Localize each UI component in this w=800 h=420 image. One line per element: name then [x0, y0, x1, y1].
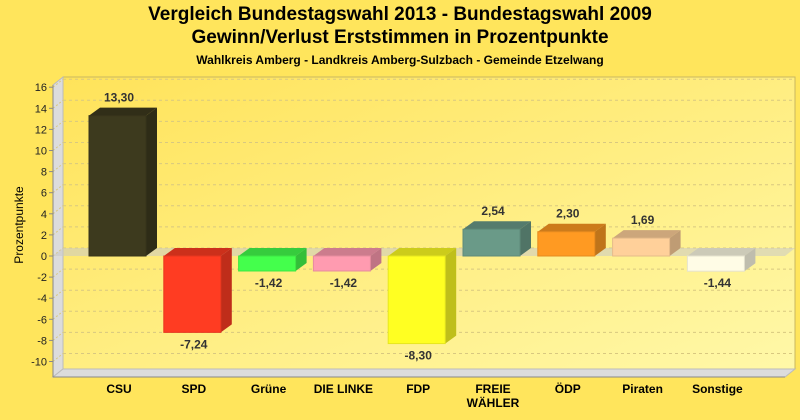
- bar-front: [238, 255, 297, 272]
- bar-side: [445, 248, 457, 344]
- bar-front: [537, 231, 596, 257]
- data-label: -1,42: [255, 276, 283, 290]
- x-tick-label: DIE LINKE: [314, 382, 373, 396]
- bar-top: [463, 221, 531, 230]
- x-tick-label: Grüne: [251, 382, 287, 396]
- y-tick-label: -2: [37, 272, 47, 284]
- y-tick-label: 14: [35, 103, 47, 115]
- data-label: -8,30: [405, 349, 433, 363]
- y-tick-label: 10: [35, 146, 47, 158]
- plot-left-wall: [52, 75, 64, 379]
- bar-fdp: [387, 248, 457, 345]
- y-tick-label: 16: [35, 82, 47, 94]
- bar-sonstige: [686, 248, 756, 272]
- data-label: -1,42: [330, 276, 358, 290]
- plot-floor: [51, 368, 797, 378]
- bar-front: [163, 255, 222, 333]
- y-tick-label: 8: [41, 167, 47, 179]
- data-label: -1,44: [704, 276, 732, 290]
- bar-die linke: [312, 248, 382, 272]
- bar-side: [370, 248, 382, 271]
- x-tick-label: Piraten: [622, 382, 663, 396]
- bar-grüne: [238, 248, 307, 272]
- bar-front: [88, 115, 147, 257]
- chart-subtitle-region: Wahlkreis Amberg - Landkreis Amberg-Sulz…: [196, 53, 604, 67]
- bar-side: [146, 107, 157, 256]
- bar-top: [687, 248, 756, 256]
- bar-side: [669, 230, 681, 256]
- bar-top: [89, 107, 157, 116]
- bar-top: [537, 223, 606, 232]
- x-tick-label: ÖDP: [555, 381, 581, 396]
- data-label: 1,69: [631, 213, 655, 227]
- bar-top: [238, 248, 307, 256]
- x-tick-label: SPD: [181, 382, 206, 396]
- data-label: 2,30: [556, 207, 580, 221]
- bar-side: [520, 221, 531, 256]
- bar-front: [387, 255, 446, 345]
- bar-front: [612, 237, 671, 257]
- y-tick-label: 6: [41, 188, 47, 200]
- x-tick-label: FDP: [406, 382, 430, 396]
- y-tick-label: -10: [31, 357, 47, 369]
- y-tick-label: -6: [37, 314, 47, 326]
- bar-side: [220, 248, 232, 333]
- y-tick-label: 4: [41, 209, 47, 221]
- bar-piraten: [612, 230, 681, 257]
- data-label: -7,24: [180, 337, 208, 351]
- bar-top: [612, 230, 681, 239]
- bar-top: [163, 248, 232, 256]
- bar-top: [388, 248, 457, 256]
- y-tick-label: 12: [35, 124, 47, 136]
- x-tick-label: CSU: [106, 382, 131, 396]
- bar-side: [744, 248, 756, 272]
- bar-spd: [163, 248, 232, 333]
- bar-side: [295, 248, 307, 271]
- y-axis-label: Prozentpunkte: [12, 186, 26, 264]
- data-label: 2,54: [481, 204, 505, 218]
- bar-freie-wähler: [462, 221, 531, 257]
- bar-front: [686, 255, 745, 272]
- bar-ödp: [537, 223, 606, 257]
- y-tick-label: 0: [41, 251, 47, 263]
- y-tick-label: -4: [37, 293, 47, 305]
- bar-front: [462, 228, 521, 257]
- data-label: 13,30: [104, 91, 134, 105]
- y-tick-label: 2: [41, 230, 47, 242]
- chart-subtitle: Gewinn/Verlust Erststimmen in Prozentpun…: [191, 27, 609, 48]
- y-tick-label: -8: [37, 335, 47, 347]
- bar-csu: [88, 107, 157, 257]
- bar-side: [594, 223, 606, 256]
- bar-front: [312, 255, 371, 272]
- x-tick-label: Sonstige: [692, 382, 743, 396]
- x-tick-label: FREIE: [475, 382, 510, 396]
- chart-title: Vergleich Bundestagswahl 2013 - Bundesta…: [148, 4, 652, 25]
- bar-top: [313, 248, 382, 256]
- x-tick-label: WÄHLER: [467, 395, 520, 410]
